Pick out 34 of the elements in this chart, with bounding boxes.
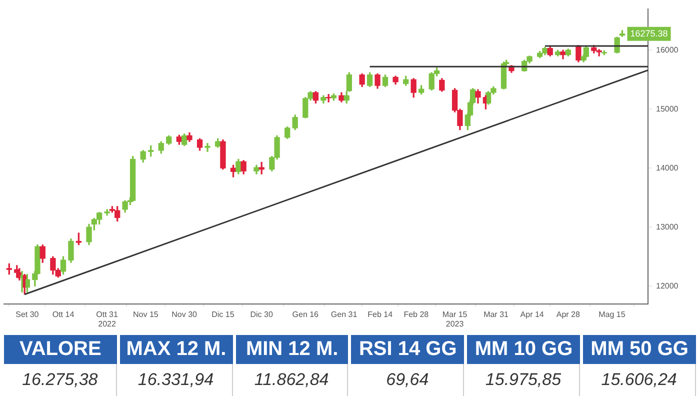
x-tick-label: Ott 14	[52, 310, 75, 319]
y-tick-label: 16000	[656, 45, 679, 54]
category-label: VALORE	[4, 335, 117, 364]
x-tick-label: Apr 28	[556, 310, 580, 319]
text: 15.975,85	[485, 370, 562, 389]
x-tick-label: Mar 15 2023	[442, 310, 468, 328]
category-label: RSI 14 GG	[351, 335, 464, 364]
category-label: MM 50 GG	[583, 335, 696, 364]
x-tick-label: Nov 30	[172, 310, 198, 319]
x-tick-label: Mar 31	[484, 310, 510, 319]
category-label: MM 10 GG	[467, 335, 580, 364]
text: 16.331,94	[138, 370, 214, 389]
x-tick-label: Feb 28	[404, 310, 430, 319]
x-tick-label: Apr 14	[520, 310, 544, 319]
x-tick-label: Ott 31 2022	[96, 310, 118, 328]
x-tick-label: Mag 15	[598, 310, 626, 319]
text: 16.275,38	[22, 370, 98, 389]
category-label: MIN 12 M.	[236, 335, 348, 364]
x-tick-label: Dic 15	[212, 310, 235, 319]
y-tick-label: 14000	[656, 163, 679, 172]
x-tick-label: Nov 15	[133, 310, 159, 319]
annotation: 16275.38	[630, 28, 668, 38]
y-tick-label: 15000	[656, 104, 679, 114]
y-tick-label: 12000	[656, 281, 679, 290]
x-tick-label: Gen 16	[292, 310, 320, 319]
text: 15.606,24	[601, 370, 677, 389]
y-tick-label: 13000	[656, 222, 679, 232]
x-tick-label: Feb 14	[368, 310, 394, 319]
text: 69,64	[386, 370, 429, 389]
x-tick-label: Dic 30	[250, 310, 274, 319]
text: 11.862,84	[254, 370, 329, 389]
x-tick-label: Gen 31	[330, 310, 358, 319]
category-label: MAX 12 M.	[120, 335, 233, 364]
x-tick-label: Set 30	[16, 310, 40, 319]
